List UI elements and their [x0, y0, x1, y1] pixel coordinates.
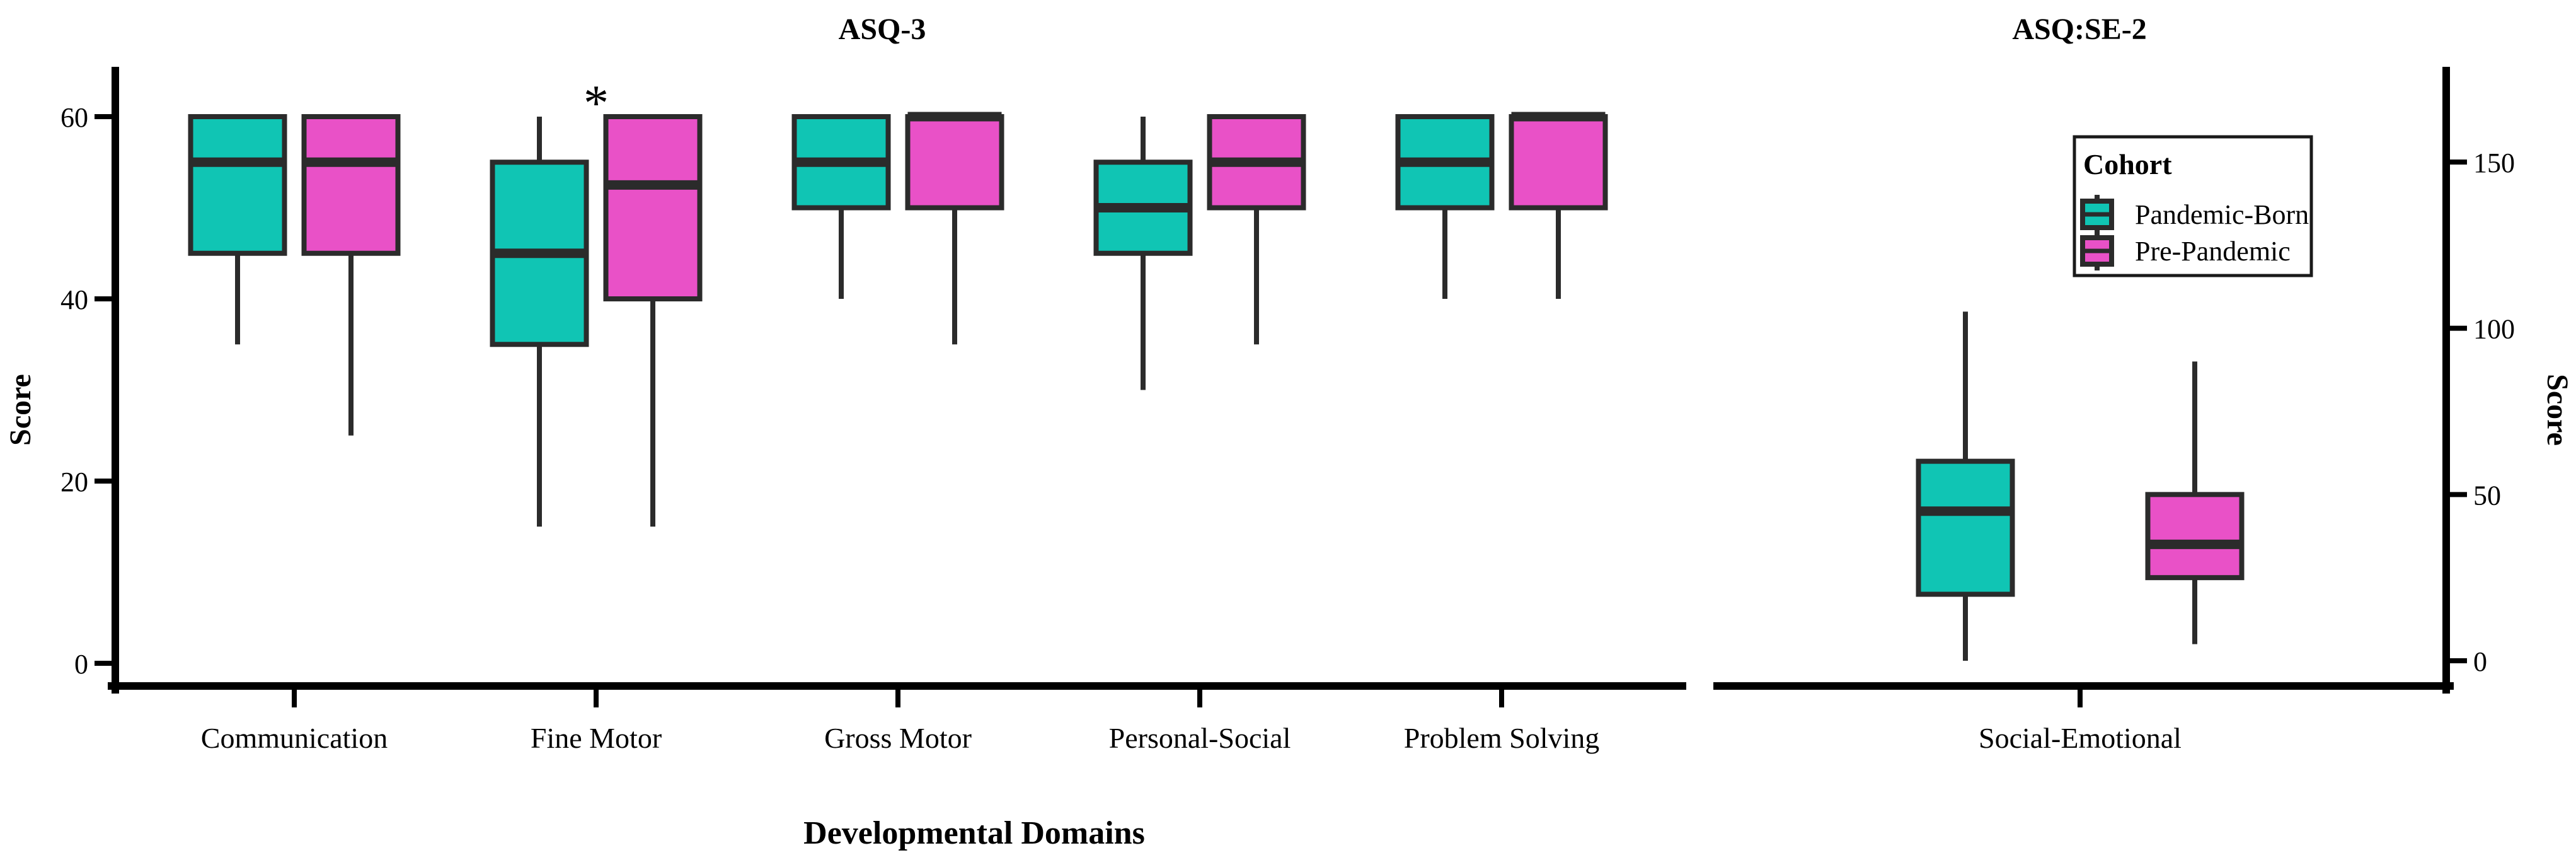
- box-pre-pandemic: [1509, 114, 1608, 211]
- y-tick-label: 0: [2473, 646, 2487, 677]
- box-pre-pandemic: [2145, 492, 2245, 581]
- y-tick-label: 100: [2473, 314, 2515, 345]
- right-y-axis-title: Score: [2541, 374, 2574, 446]
- legend-item-label: Pre-Pandemic: [2135, 236, 2291, 267]
- y-tick-label: 150: [2473, 148, 2515, 178]
- plot-content: 0 20 40 60 Communication Fine Motor Gross Moto…: [60, 102, 2515, 754]
- legend: Cohort Pandemic-Born Pre-Pandemic: [2073, 135, 2313, 277]
- box-pandemic-born: [1916, 458, 2015, 597]
- category-label: Problem Solving: [1404, 722, 1600, 754]
- category-label: Personal-Social: [1109, 722, 1291, 754]
- category-label: Communication: [201, 722, 388, 754]
- right-panel: ASQ:SE-2 Score: [1713, 13, 2574, 694]
- x-axis-title: Developmental Domains: [803, 815, 1145, 851]
- legend-item-label: Pandemic-Born: [2135, 199, 2309, 230]
- box-pre-pandemic: [603, 114, 703, 301]
- right-panel-title: ASQ:SE-2: [2012, 13, 2146, 46]
- left-y-axis-title: Score: [4, 374, 37, 446]
- y-tick-label: 20: [60, 467, 88, 497]
- left-panel-title: ASQ-3: [839, 13, 926, 46]
- category-label: Fine Motor: [531, 722, 662, 754]
- box-pandemic-born: [188, 114, 287, 256]
- legend-item-pandemic-born: Pandemic-Born: [2080, 195, 2309, 234]
- legend-title: Cohort: [2083, 148, 2172, 180]
- y-tick-label: 0: [74, 649, 88, 680]
- y-tick-label: 50: [2473, 480, 2501, 511]
- legend-item-pre-pandemic: Pre-Pandemic: [2080, 231, 2291, 270]
- y-tick-label: 60: [60, 102, 88, 133]
- box-pre-pandemic: [905, 114, 1004, 211]
- category-label: Gross Motor: [824, 722, 972, 754]
- box-pre-pandemic: [301, 114, 401, 256]
- y-tick-label: 40: [60, 284, 88, 315]
- category-label: Social-Emotional: [1979, 722, 2182, 754]
